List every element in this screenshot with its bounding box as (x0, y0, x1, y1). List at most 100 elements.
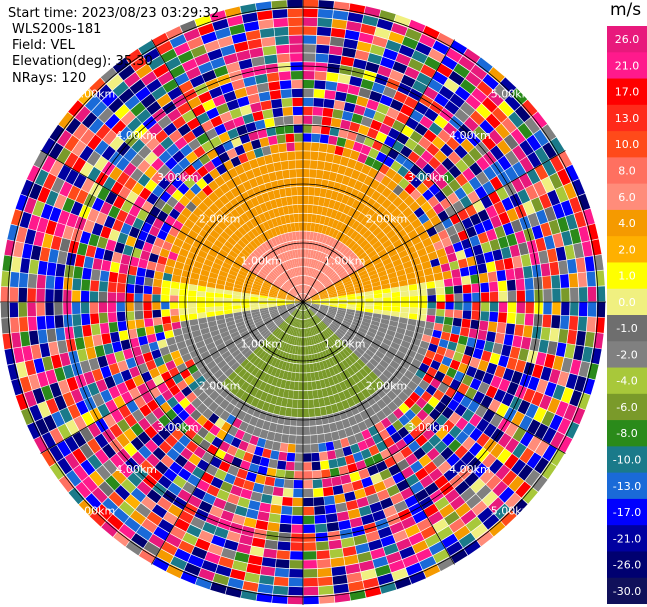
velocity-bin (444, 309, 454, 318)
velocity-bin (425, 321, 435, 330)
velocity-bin (300, 294, 303, 302)
velocity-bin (294, 302, 303, 304)
velocity-bin (298, 276, 302, 285)
velocity-bin (494, 225, 506, 239)
velocity-bin (292, 345, 296, 355)
velocity-bin (148, 253, 159, 263)
velocity-bin (329, 126, 340, 137)
velocity-bin (489, 311, 499, 322)
velocity-bin (469, 378, 482, 391)
velocity-bin (254, 379, 263, 389)
velocity-bin (382, 355, 393, 365)
velocity-bin (37, 186, 51, 203)
velocity-bin (495, 464, 511, 480)
velocity-bin (180, 276, 190, 284)
velocity-bin (290, 223, 296, 232)
velocity-bin (373, 293, 383, 299)
velocity-bin (358, 468, 370, 480)
velocity-bin (364, 311, 373, 317)
velocity-bin (310, 249, 314, 259)
velocity-bin (490, 443, 505, 459)
velocity-bin (293, 381, 299, 391)
velocity-bin (319, 243, 325, 252)
velocity-bin (224, 258, 234, 266)
velocity-bin (197, 23, 215, 36)
velocity-bin (129, 256, 140, 267)
velocity-bin (218, 270, 229, 278)
velocity-bin (33, 151, 48, 169)
velocity-bin (542, 142, 557, 159)
velocity-bin (118, 404, 132, 419)
colorbar-units-label: m/s (610, 0, 642, 20)
velocity-bin (184, 218, 195, 230)
velocity-bin (423, 415, 435, 428)
velocity-bin (254, 119, 266, 130)
velocity-bin (176, 254, 187, 264)
velocity-bin (449, 518, 465, 533)
velocity-bin (476, 80, 493, 97)
velocity-bin (114, 242, 125, 254)
velocity-bin (325, 256, 332, 265)
velocity-bin (194, 14, 212, 28)
velocity-bin (511, 370, 523, 385)
velocity-bin (505, 422, 519, 438)
velocity-bin (271, 98, 283, 109)
velocity-bin (400, 74, 416, 88)
velocity-bin (336, 313, 345, 318)
velocity-bin (214, 302, 223, 307)
velocity-bin (366, 233, 376, 243)
velocity-bin (365, 406, 376, 417)
velocity-bin (208, 180, 219, 192)
velocity-bin (158, 150, 172, 164)
velocity-bin (187, 229, 199, 240)
velocity-bin (136, 525, 153, 541)
velocity-bin (250, 306, 259, 311)
velocity-bin (174, 334, 185, 344)
velocity-bin (335, 314, 344, 320)
velocity-bin (467, 400, 480, 413)
velocity-bin (205, 297, 214, 302)
velocity-bin (432, 71, 448, 85)
velocity-bin (361, 321, 371, 328)
velocity-bin (325, 236, 332, 245)
velocity-bin (353, 58, 367, 70)
velocity-bin (271, 218, 279, 228)
velocity-bin (574, 211, 587, 228)
velocity-bin (319, 291, 328, 296)
velocity-bin (303, 524, 316, 533)
velocity-bin (108, 97, 124, 113)
velocity-bin (447, 192, 460, 205)
colorbar-segment (607, 393, 647, 421)
velocity-bin (569, 390, 582, 407)
velocity-bin (259, 303, 268, 307)
velocity-bin (260, 268, 269, 276)
velocity-bin (310, 294, 319, 299)
velocity-bin (108, 322, 119, 333)
velocity-bin (390, 253, 400, 262)
velocity-bin (514, 105, 531, 123)
velocity-bin (569, 196, 582, 214)
velocity-bin (444, 244, 455, 255)
velocity-bin (436, 302, 445, 310)
velocity-bin (227, 577, 244, 589)
velocity-bin (381, 394, 392, 406)
velocity-bin (20, 331, 31, 347)
velocity-bin (364, 334, 374, 342)
velocity-bin (346, 331, 355, 339)
velocity-bin (317, 434, 326, 444)
velocity-bin (382, 257, 392, 266)
velocity-bin (397, 274, 407, 282)
velocity-bin (555, 246, 567, 261)
velocity-bin (186, 66, 201, 80)
velocity-bin (489, 291, 499, 302)
velocity-bin (337, 307, 347, 311)
velocity-bin (403, 354, 414, 364)
velocity-bin (386, 203, 397, 214)
velocity-bin (356, 346, 365, 356)
velocity-bin (173, 201, 186, 213)
velocity-bin (36, 302, 45, 316)
velocity-bin (149, 205, 161, 218)
velocity-bin (328, 289, 337, 294)
velocity-bin (172, 475, 187, 489)
velocity-bin (512, 335, 523, 348)
